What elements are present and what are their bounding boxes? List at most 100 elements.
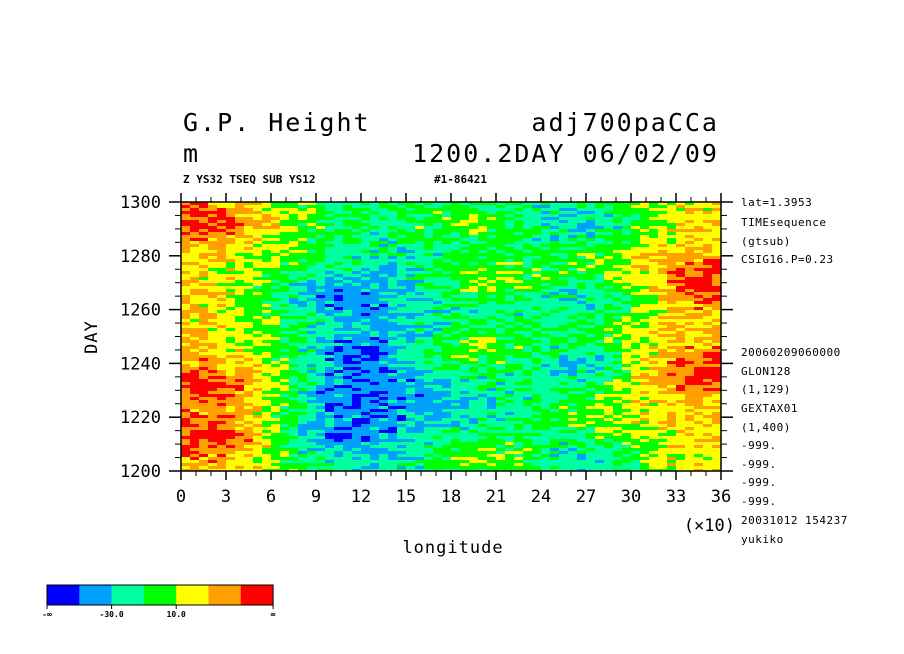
heatmap-cell [397, 445, 407, 449]
heatmap-cell [253, 364, 263, 368]
heatmap-cell [406, 373, 416, 377]
heatmap-cell [388, 442, 398, 446]
heatmap-cell [523, 253, 533, 257]
heatmap-cell [379, 265, 389, 269]
heatmap-cell [712, 391, 721, 395]
heatmap-cell [406, 436, 416, 440]
heatmap-cell [424, 388, 434, 392]
heatmap-cell [532, 391, 542, 395]
heatmap-cell [685, 448, 695, 452]
heatmap-cell [532, 406, 542, 410]
heatmap-cell [604, 385, 614, 389]
heatmap-cell [532, 298, 542, 302]
heatmap-cell [541, 346, 551, 350]
heatmap-cell [406, 382, 416, 386]
heatmap-cell [271, 247, 281, 251]
heatmap-cell [541, 331, 551, 335]
heatmap-cell [352, 403, 362, 407]
heatmap-cell [217, 385, 227, 389]
heatmap-cell [235, 385, 245, 389]
heatmap-cell [406, 262, 416, 266]
heatmap-cell [424, 400, 434, 404]
heatmap-cell [433, 298, 443, 302]
heatmap-cell [253, 427, 263, 431]
heatmap-cell [361, 205, 371, 209]
heatmap-cell [532, 355, 542, 359]
heatmap-cell [397, 256, 407, 260]
heatmap-cell [685, 439, 695, 443]
heatmap-cell [415, 409, 425, 413]
heatmap-cell [181, 382, 191, 386]
heatmap-cell [541, 403, 551, 407]
heatmap-cell [415, 244, 425, 248]
heatmap-cell [685, 436, 695, 440]
heatmap-cell [208, 277, 218, 281]
heatmap-cell [613, 394, 623, 398]
heatmap-cell [217, 346, 227, 350]
heatmap-cell [181, 418, 191, 422]
heatmap-cell [415, 220, 425, 224]
heatmap-cell [559, 307, 569, 311]
heatmap-cell [451, 448, 461, 452]
heatmap-cell [253, 292, 263, 296]
heatmap-cell [469, 292, 479, 296]
heatmap-cell [442, 391, 452, 395]
heatmap-cell [694, 280, 704, 284]
heatmap-cell [523, 445, 533, 449]
heatmap-cell [622, 400, 632, 404]
heatmap-cell [631, 259, 641, 263]
heatmap-cell [424, 343, 434, 347]
heatmap-cell [415, 313, 425, 317]
heatmap-cell [316, 223, 326, 227]
heatmap-cell [568, 274, 578, 278]
heatmap-cell [694, 262, 704, 266]
heatmap-cell [271, 244, 281, 248]
heatmap-cell [451, 361, 461, 365]
heatmap-cell [406, 412, 416, 416]
heatmap-cell [478, 427, 488, 431]
heatmap-cell [298, 397, 308, 401]
heatmap-cell [658, 430, 668, 434]
heatmap-cell [325, 406, 335, 410]
heatmap-cell [406, 448, 416, 452]
heatmap-cell [712, 334, 721, 338]
heatmap-cell [298, 439, 308, 443]
heatmap-cell [523, 226, 533, 230]
heatmap-cell [361, 253, 371, 257]
heatmap-cell [226, 208, 236, 212]
heatmap-cell [559, 208, 569, 212]
heatmap-cell [505, 286, 515, 290]
heatmap-cell [307, 412, 317, 416]
heatmap-cell [676, 319, 686, 323]
heatmap-cell [424, 340, 434, 344]
heatmap-cell [685, 280, 695, 284]
heatmap-cell [532, 412, 542, 416]
heatmap-cell [694, 394, 704, 398]
heatmap-cell [253, 424, 263, 428]
heatmap-cell [334, 331, 344, 335]
heatmap-cell [226, 364, 236, 368]
heatmap-cell [559, 322, 569, 326]
heatmap-cell [262, 436, 272, 440]
heatmap-cell [289, 424, 299, 428]
heatmap-cell [199, 274, 209, 278]
heatmap-cell [289, 298, 299, 302]
heatmap-cell [262, 304, 272, 308]
heatmap-cell [352, 364, 362, 368]
heatmap-cell [460, 256, 470, 260]
heatmap-cell [487, 319, 497, 323]
heatmap-cell [325, 364, 335, 368]
heatmap-cell [712, 364, 721, 368]
heatmap-cell [505, 208, 515, 212]
heatmap-cell [460, 331, 470, 335]
heatmap-cell [379, 241, 389, 245]
heatmap-cell [712, 349, 721, 353]
heatmap-cell [532, 304, 542, 308]
heatmap-cell [550, 205, 560, 209]
heatmap-cell [379, 358, 389, 362]
heatmap-cell [694, 268, 704, 272]
heatmap-cell [235, 289, 245, 293]
heatmap-cell [226, 280, 236, 284]
heatmap-cell [658, 256, 668, 260]
heatmap-cell [388, 355, 398, 359]
